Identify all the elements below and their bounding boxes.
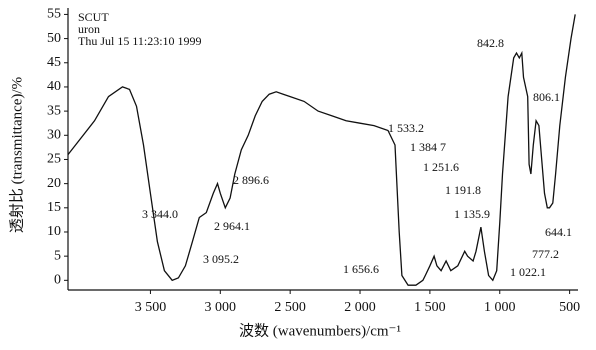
peak-label: 842.8 <box>477 36 504 50</box>
y-tick-label: 25 <box>47 152 61 167</box>
peak-label: 1 533.2 <box>388 121 424 135</box>
x-tick-label: 3 500 <box>135 300 167 315</box>
y-tick-label: 5 <box>54 248 61 263</box>
peak-label: 1 022.1 <box>510 265 546 279</box>
y-tick-label: 55 <box>47 7 61 22</box>
header-text: Thu Jul 15 11:23:10 1999 <box>78 34 202 48</box>
y-tick-label: 10 <box>47 224 61 239</box>
peak-label: 644.1 <box>545 225 572 239</box>
peak-label: 1 251.6 <box>423 160 459 174</box>
x-tick-label: 500 <box>559 300 580 315</box>
y-axis-title: 透射比 (transmittance)/% <box>8 77 25 233</box>
peak-label: 777.2 <box>532 247 559 261</box>
y-tick-label: 40 <box>47 79 61 94</box>
y-tick-label: 20 <box>47 176 61 191</box>
header-text: uron <box>78 22 100 36</box>
y-tick-label: 35 <box>47 103 61 118</box>
x-tick-label: 2 000 <box>344 300 376 315</box>
peak-label: 2 964.1 <box>214 219 250 233</box>
y-tick-label: 0 <box>54 273 61 288</box>
peak-label: 1 191.8 <box>445 183 481 197</box>
x-tick-label: 1 500 <box>414 300 446 315</box>
peak-label: 1 384 7 <box>410 140 446 154</box>
spectrum-line <box>67 14 576 286</box>
y-tick-label: 50 <box>47 31 61 46</box>
header-text: SCUT <box>78 10 109 24</box>
x-tick-label: 2 500 <box>274 300 306 315</box>
y-tick-label: 45 <box>47 55 61 70</box>
peak-label: 806.1 <box>533 90 560 104</box>
peak-label: 3 344.0 <box>142 207 178 221</box>
y-tick-label: 30 <box>47 128 61 143</box>
x-tick-label: 3 000 <box>205 300 237 315</box>
peak-label: 1 656.6 <box>343 262 379 276</box>
peak-label: 1 135.9 <box>454 207 490 221</box>
peak-label: 2 896.6 <box>233 173 269 187</box>
y-tick-label: 15 <box>47 200 61 215</box>
x-tick-label: 1 000 <box>484 300 516 315</box>
peak-label: 3 095.2 <box>203 252 239 266</box>
x-axis-title: 波数 (wavenumbers)/cm⁻¹ <box>239 322 401 339</box>
